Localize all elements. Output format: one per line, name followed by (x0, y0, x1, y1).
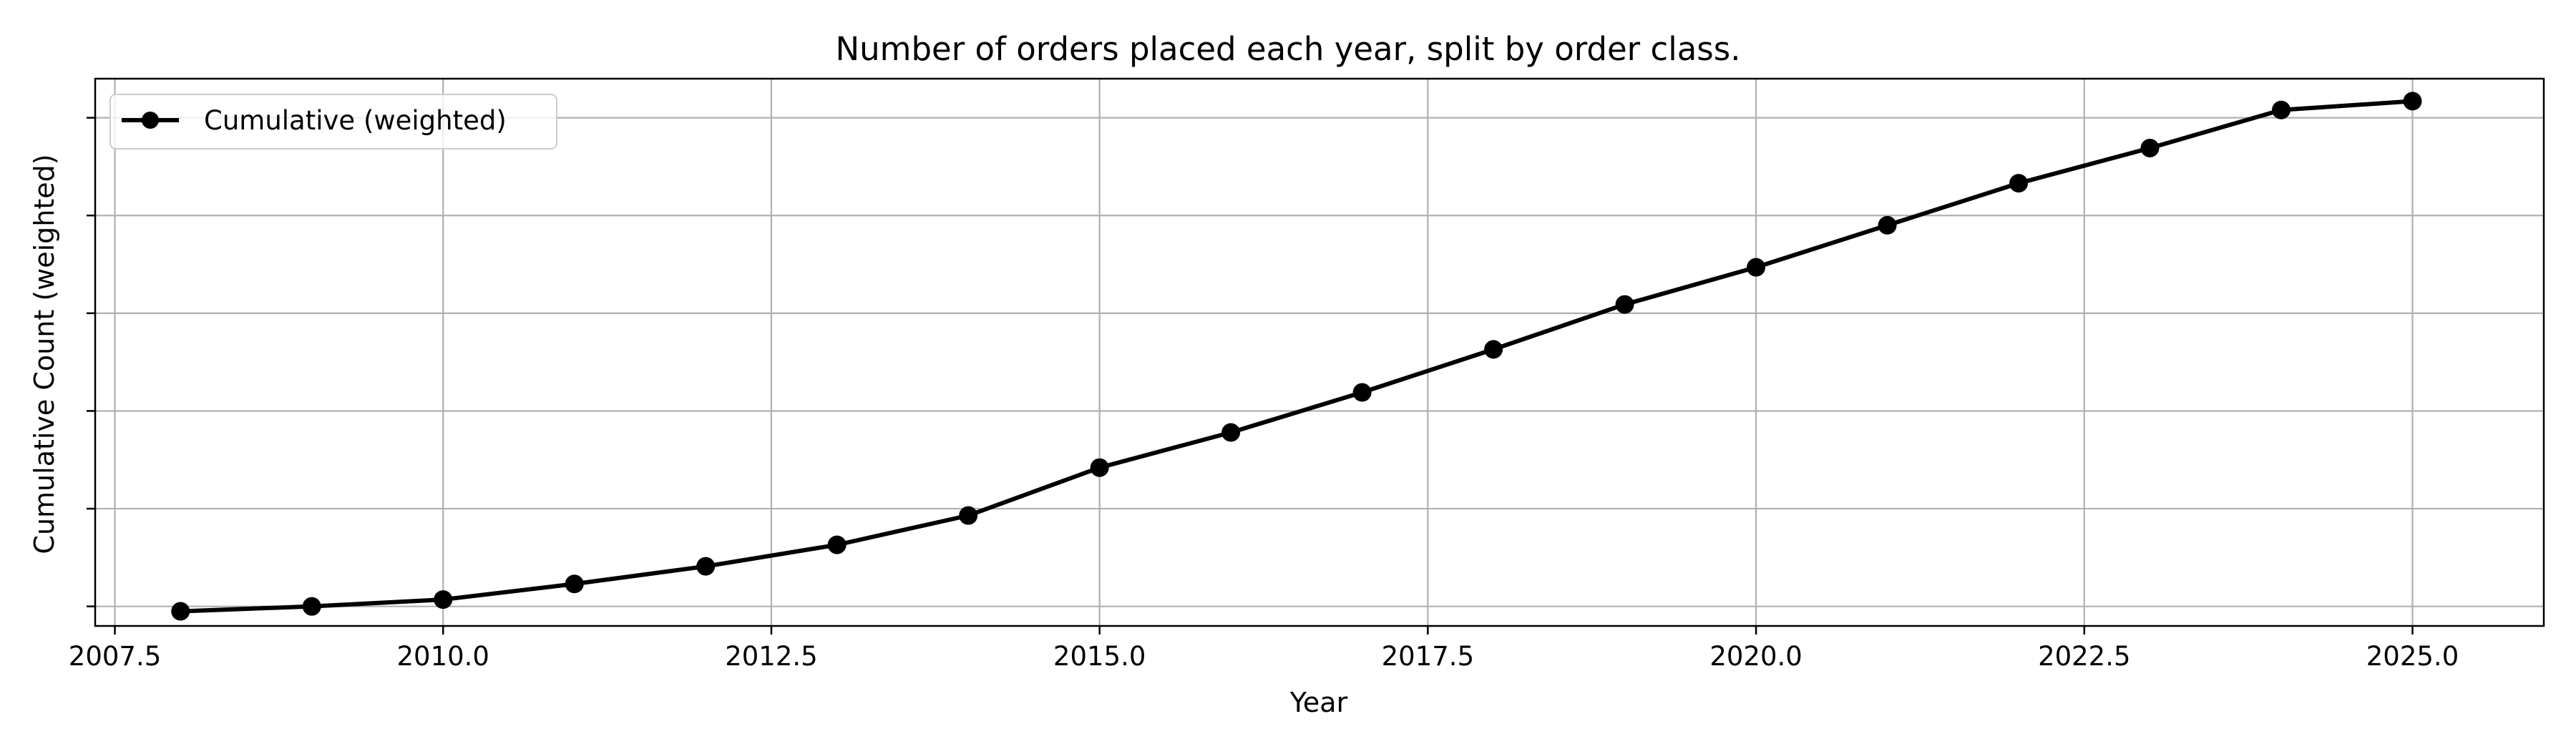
data-point (565, 574, 584, 594)
legend: Cumulative (weighted) (109, 94, 557, 150)
x-tick-label: 2015.0 (1053, 641, 1146, 672)
data-point (302, 597, 321, 616)
plot-frame (94, 77, 2545, 627)
legend-box (109, 94, 557, 150)
legend-label: Cumulative (weighted) (204, 105, 507, 136)
series-layer (171, 92, 2422, 621)
data-point (2009, 174, 2029, 193)
data-point (2272, 100, 2291, 119)
x-tick-label: 2012.5 (725, 641, 817, 672)
data-point (1090, 458, 1109, 477)
x-tick-label: 2010.0 (397, 641, 489, 672)
axes: 2007.5 2010.0 2012.5 2015.0 2017.5 2020.0 2022… (69, 117, 2459, 672)
data-point (827, 535, 847, 554)
x-tick-label: 2022.5 (2038, 641, 2130, 672)
data-point (171, 602, 190, 621)
x-axis-label: Year (1289, 687, 1348, 718)
chart-title: Number of orders placed each year, split… (835, 30, 1740, 68)
x-tick-label: 2007.5 (69, 641, 161, 672)
data-point (696, 557, 716, 576)
data-point (1352, 383, 1372, 402)
data-point (959, 506, 978, 525)
x-tick-label: 2025.0 (2366, 641, 2459, 672)
data-point (1221, 423, 1241, 442)
data-point (1747, 258, 1766, 277)
data-point (2140, 138, 2160, 157)
data-point (1615, 295, 1634, 314)
data-point (2403, 92, 2422, 111)
data-point (1484, 340, 1503, 359)
data-point (1878, 215, 1897, 235)
x-tick-label: 2017.5 (1382, 641, 1474, 672)
series-line (180, 99, 2413, 614)
grid (95, 79, 2544, 626)
y-axis-label: Cumulative Count (weighted) (29, 154, 60, 554)
legend-marker-swatch (142, 112, 159, 129)
data-point (434, 590, 453, 609)
x-tick-label: 2020.0 (1709, 641, 1802, 672)
